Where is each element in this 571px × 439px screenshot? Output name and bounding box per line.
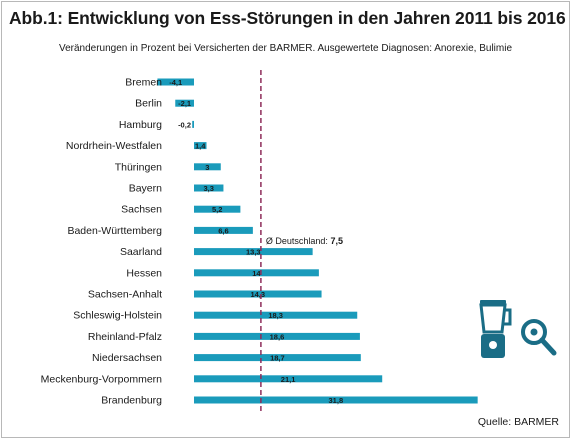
data-label: 3	[205, 163, 209, 172]
category-label: Meckenburg-Vorpommern	[41, 373, 163, 385]
category-label: Hamburg	[119, 119, 162, 131]
bar	[157, 78, 194, 86]
bar	[192, 120, 194, 128]
frying-pan-icon	[521, 319, 557, 356]
bar	[194, 290, 322, 298]
category-label: Sachsen	[121, 204, 162, 216]
category-label: Nordrhein-Westfalen	[66, 140, 162, 152]
chart-subtitle: Veränderungen in Prozent bei Versicherte…	[58, 43, 513, 54]
chart-title: Abb.1: Entwicklung von Ess-Störungen in …	[9, 8, 566, 28]
bar	[194, 163, 221, 171]
category-label: Sachsen-Anhalt	[88, 289, 162, 301]
data-label: 1,4	[195, 142, 206, 151]
bar	[194, 184, 224, 192]
blender-icon	[479, 300, 512, 358]
category-label: Saarland	[120, 246, 162, 258]
category-label: Bayern	[129, 183, 162, 195]
category-label: Rheinland-Pfalz	[88, 331, 162, 343]
data-label: 14,3	[250, 290, 265, 299]
bar	[194, 375, 383, 383]
data-label: 21,1	[281, 375, 296, 384]
data-label: 14	[252, 269, 261, 278]
bar	[194, 205, 241, 213]
data-label: 3,3	[203, 184, 213, 193]
data-label: -0,2	[178, 120, 191, 129]
bar	[194, 226, 253, 234]
data-label: -2,1	[178, 99, 191, 108]
category-label: Niedersachsen	[92, 352, 162, 364]
data-label: 18,7	[270, 354, 285, 363]
data-label: 5,2	[212, 205, 222, 214]
category-label: Schleswig-Holstein	[73, 310, 162, 322]
category-label: Bremen	[125, 77, 162, 89]
data-label: 18,3	[268, 311, 283, 320]
bar	[194, 396, 478, 404]
bar	[194, 332, 360, 340]
data-label: 18,6	[270, 332, 285, 341]
data-label: 6,6	[218, 226, 228, 235]
category-label: Hessen	[126, 267, 162, 279]
data-label: 31,8	[329, 396, 344, 405]
category-label: Brandenburg	[101, 395, 162, 407]
category-label: Baden-Württemberg	[67, 225, 162, 237]
bar	[194, 142, 207, 150]
bar	[194, 311, 358, 319]
bar	[194, 269, 319, 277]
data-label: 13,3	[246, 248, 261, 257]
decorative-icons	[479, 300, 557, 358]
category-label: Thüringen	[115, 161, 162, 173]
reference-line-label: Ø Deutschland: 7,5	[266, 236, 343, 246]
bar	[194, 354, 361, 362]
bar	[194, 248, 313, 256]
data-label: -4,1	[169, 78, 182, 87]
category-label: Berlin	[135, 98, 162, 110]
source-note: Quelle: BARMER	[477, 416, 559, 428]
bar	[175, 99, 194, 107]
